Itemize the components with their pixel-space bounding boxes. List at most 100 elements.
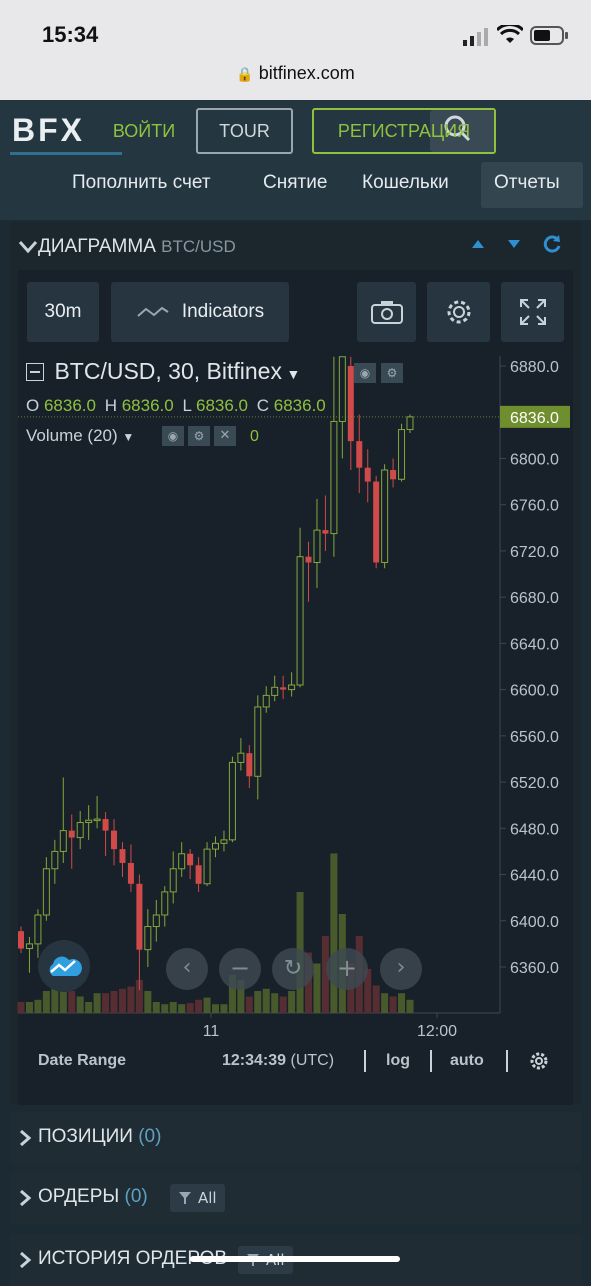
fullscreen-button[interactable]	[501, 282, 564, 342]
status-bar: 15:34 🔒 bitfinex.com	[0, 0, 591, 100]
volume-bar	[144, 991, 152, 1013]
candle-body	[338, 356, 346, 422]
volume-bar	[228, 974, 236, 1013]
candle-body	[220, 839, 228, 844]
candle-body	[111, 830, 118, 850]
camera-icon	[370, 301, 403, 324]
snapshot-button[interactable]	[357, 282, 416, 342]
volume-bar	[51, 985, 59, 1013]
volume-bar	[25, 1002, 33, 1013]
auto-toggle[interactable]: auto	[450, 1052, 484, 1069]
lock-icon: 🔒	[236, 66, 254, 82]
login-button[interactable]: ВОЙТИ	[112, 120, 176, 141]
logo-underline	[10, 152, 122, 155]
move-down-icon[interactable]	[506, 238, 522, 250]
legend-settings-icon[interactable]: ⚙	[381, 363, 403, 383]
volume-bar	[76, 996, 84, 1013]
scroll-right-button[interactable]: ›	[380, 948, 422, 990]
legend-eye-icon[interactable]: ◉	[354, 363, 376, 383]
gear-icon	[447, 300, 470, 324]
refresh-icon[interactable]	[542, 234, 562, 254]
volume-settings-icon[interactable]: ⚙	[188, 426, 210, 446]
orders-filter-button[interactable]: All	[170, 1184, 225, 1212]
date-range-button[interactable]: Date Range	[38, 1052, 127, 1069]
orders-chevron-icon	[20, 1189, 32, 1207]
menu-reports[interactable]: Отчеты	[494, 172, 560, 193]
candle-body	[85, 819, 93, 824]
volume-caret-icon[interactable]: ▼	[122, 430, 135, 444]
legend-collapse-icon[interactable]	[26, 363, 44, 381]
tour-button[interactable]: TOUR	[196, 108, 293, 154]
x-tick-label: 12:00	[417, 1023, 457, 1040]
reset-button[interactable]: ↻	[272, 948, 314, 990]
volume-bar	[406, 999, 414, 1013]
volume-bar	[372, 985, 380, 1013]
volume-bar	[389, 996, 397, 1013]
interval-button[interactable]: 30m	[27, 282, 99, 342]
last-price-badge	[500, 405, 570, 428]
url-bar[interactable]: 🔒 bitfinex.com	[0, 63, 591, 84]
ohlc-open: 6836.0	[43, 396, 96, 415]
zoom-out-button[interactable]: −	[219, 948, 261, 990]
register-button[interactable]: РЕГИСТРАЦИЯ	[312, 108, 496, 154]
candle-body	[246, 753, 253, 777]
indicators-button[interactable]: Indicators	[111, 282, 289, 342]
move-up-icon[interactable]	[470, 238, 486, 250]
bfx-logo[interactable]: BFX	[12, 112, 85, 148]
volume-bar	[34, 999, 42, 1013]
menu-deposit[interactable]: Пополнить счет	[72, 172, 211, 193]
menu-withdraw[interactable]: Снятие	[263, 172, 328, 193]
candle-body	[34, 914, 42, 945]
status-time: 15:34	[42, 22, 99, 47]
clock-timezone: (UTC)	[290, 1052, 335, 1069]
ohlc-h-label: H	[104, 396, 117, 415]
candle-body	[25, 943, 33, 950]
price-chart[interactable]: 6880.06840.06800.06760.06720.06680.06640…	[0, 0, 591, 1040]
candle-body	[187, 853, 194, 866]
volume-bar	[135, 980, 143, 1013]
candle-body	[144, 926, 152, 951]
positions-label: ПОЗИЦИИ	[38, 1126, 133, 1147]
candle-body	[68, 830, 75, 838]
indicators-label: Indicators	[181, 301, 265, 322]
signal-icon	[463, 28, 488, 46]
menu-wallets[interactable]: Кошельки	[362, 172, 449, 193]
menu-reports-active[interactable]	[481, 162, 583, 208]
positions-section[interactable]: ПОЗИЦИИ (0)	[10, 1112, 581, 1164]
log-toggle[interactable]: log	[386, 1052, 410, 1069]
clock-time: 12:34:39	[222, 1052, 287, 1069]
orders-filter-label: All	[198, 1189, 217, 1207]
candle-body	[169, 868, 177, 893]
ohlc-low: 6836.0	[196, 396, 249, 415]
volume-bar	[195, 999, 203, 1013]
volume-bar	[237, 980, 245, 1013]
orders-section[interactable]: ОРДЕРЫ (0) All	[10, 1172, 581, 1224]
chart-title: ДИАГРАММА	[38, 236, 156, 257]
candle-body	[161, 891, 169, 916]
candle-body	[347, 366, 354, 442]
candle-body	[76, 822, 84, 839]
volume-bar	[245, 996, 253, 1013]
collapse-chevron-icon[interactable]	[18, 238, 38, 256]
y-tick-label: 6480.0	[510, 821, 559, 838]
volume-bar	[313, 963, 321, 1013]
zoom-in-button[interactable]: +	[326, 948, 368, 990]
candle-body	[373, 481, 380, 563]
candle-body	[288, 684, 296, 691]
scroll-left-button[interactable]: ‹	[166, 948, 208, 990]
orders-count: (0)	[124, 1186, 148, 1207]
legend-caret-icon[interactable]: ▼	[286, 366, 301, 382]
candle-body	[398, 429, 406, 480]
chart-settings-button[interactable]	[427, 282, 490, 342]
order-history-chevron-icon	[20, 1251, 32, 1269]
footer-gear-icon[interactable]	[528, 1050, 550, 1072]
y-tick-label: 6520.0	[510, 775, 559, 792]
candle-body	[59, 830, 67, 852]
ohlc-o-label: O	[26, 396, 40, 415]
wifi-icon	[497, 25, 523, 43]
url-text: bitfinex.com	[258, 63, 355, 83]
volume-bar	[169, 1002, 177, 1013]
volume-eye-icon[interactable]: ◉	[162, 426, 184, 446]
volume-remove-icon[interactable]: ✕	[214, 426, 236, 446]
indicators-wave-icon	[137, 306, 169, 317]
